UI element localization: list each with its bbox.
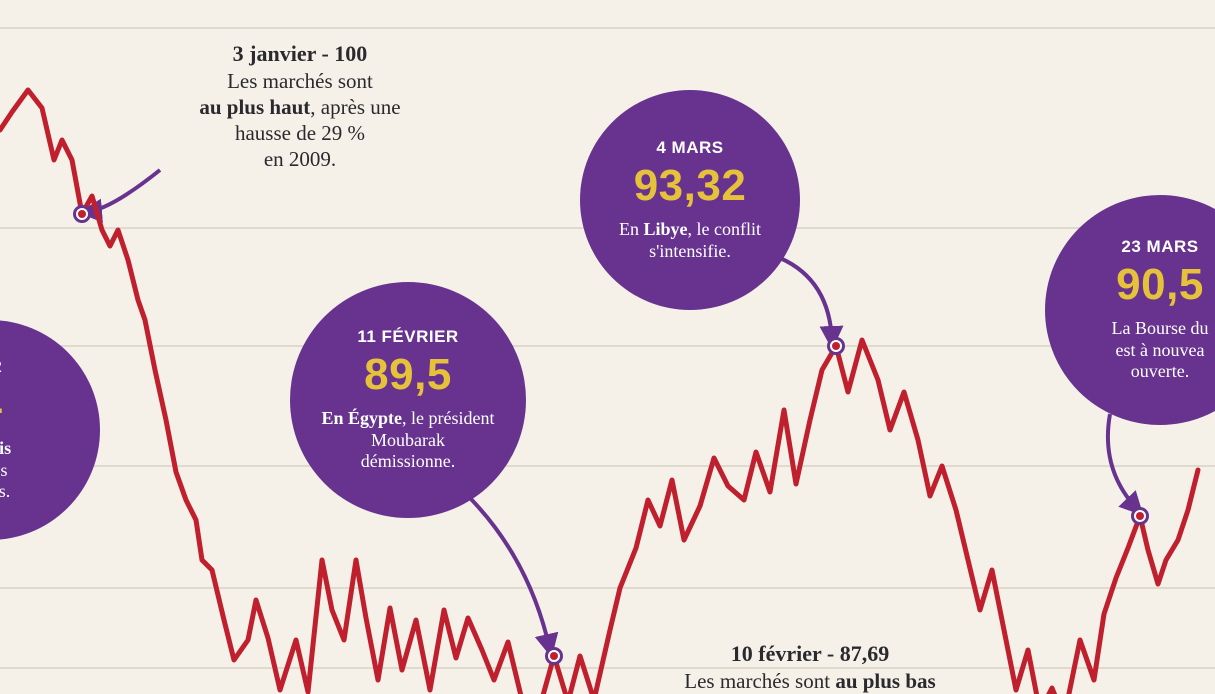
anno-jan3: 3 janvier - 100Les marchés sontau plus h… xyxy=(160,40,440,173)
bubble-value: 90,5 xyxy=(1116,259,1204,312)
bubble-desc: La Bourse duest à nouveaouverte. xyxy=(1112,318,1209,383)
anno-body: Les marchés sontau plus haut, après uneh… xyxy=(160,68,440,173)
anno-date: 3 janvier - 100 xyxy=(160,40,440,68)
series-marker xyxy=(1131,507,1149,525)
bubble-jan: ER4 Tunisortesjours. xyxy=(0,320,100,540)
series-marker xyxy=(827,337,845,355)
anno-date: 10 février - 87,69 xyxy=(630,640,990,668)
bubble-feb11: 11 FÉVRIER89,5 En Égypte, le présidentMou… xyxy=(290,282,526,518)
series-marker xyxy=(545,647,563,665)
bubble-value: 4 xyxy=(0,379,2,432)
bubble-desc: En Égypte, le présidentMoubarakdémission… xyxy=(321,408,494,473)
bubble-date: ER xyxy=(0,357,2,377)
bubble-date: 23 MARS xyxy=(1121,237,1198,257)
bubble-date: 11 FÉVRIER xyxy=(357,327,458,347)
bubble-desc: Tunisortesjours. xyxy=(0,438,11,503)
chart-root: ER4 Tunisortesjours. 11 FÉVRIER89,5 En Égyp… xyxy=(0,0,1215,694)
bubble-value: 93,32 xyxy=(634,160,747,213)
anno-feb10: 10 février - 87,69Les marchés sont au pl… xyxy=(630,640,990,694)
anno-body: Les marchés sont au plus bas xyxy=(630,668,990,694)
bubble-desc: En Libye, le conflits'intensifie. xyxy=(619,219,761,262)
series-marker xyxy=(73,205,91,223)
bubble-mar23: 23 MARS90,5 La Bourse duest à nouveaouver… xyxy=(1045,195,1215,425)
bubble-date: 4 MARS xyxy=(656,138,723,158)
bubble-value: 89,5 xyxy=(364,349,452,402)
bubble-mar4: 4 MARS93,32 En Libye, le conflits'intensi… xyxy=(580,90,800,310)
